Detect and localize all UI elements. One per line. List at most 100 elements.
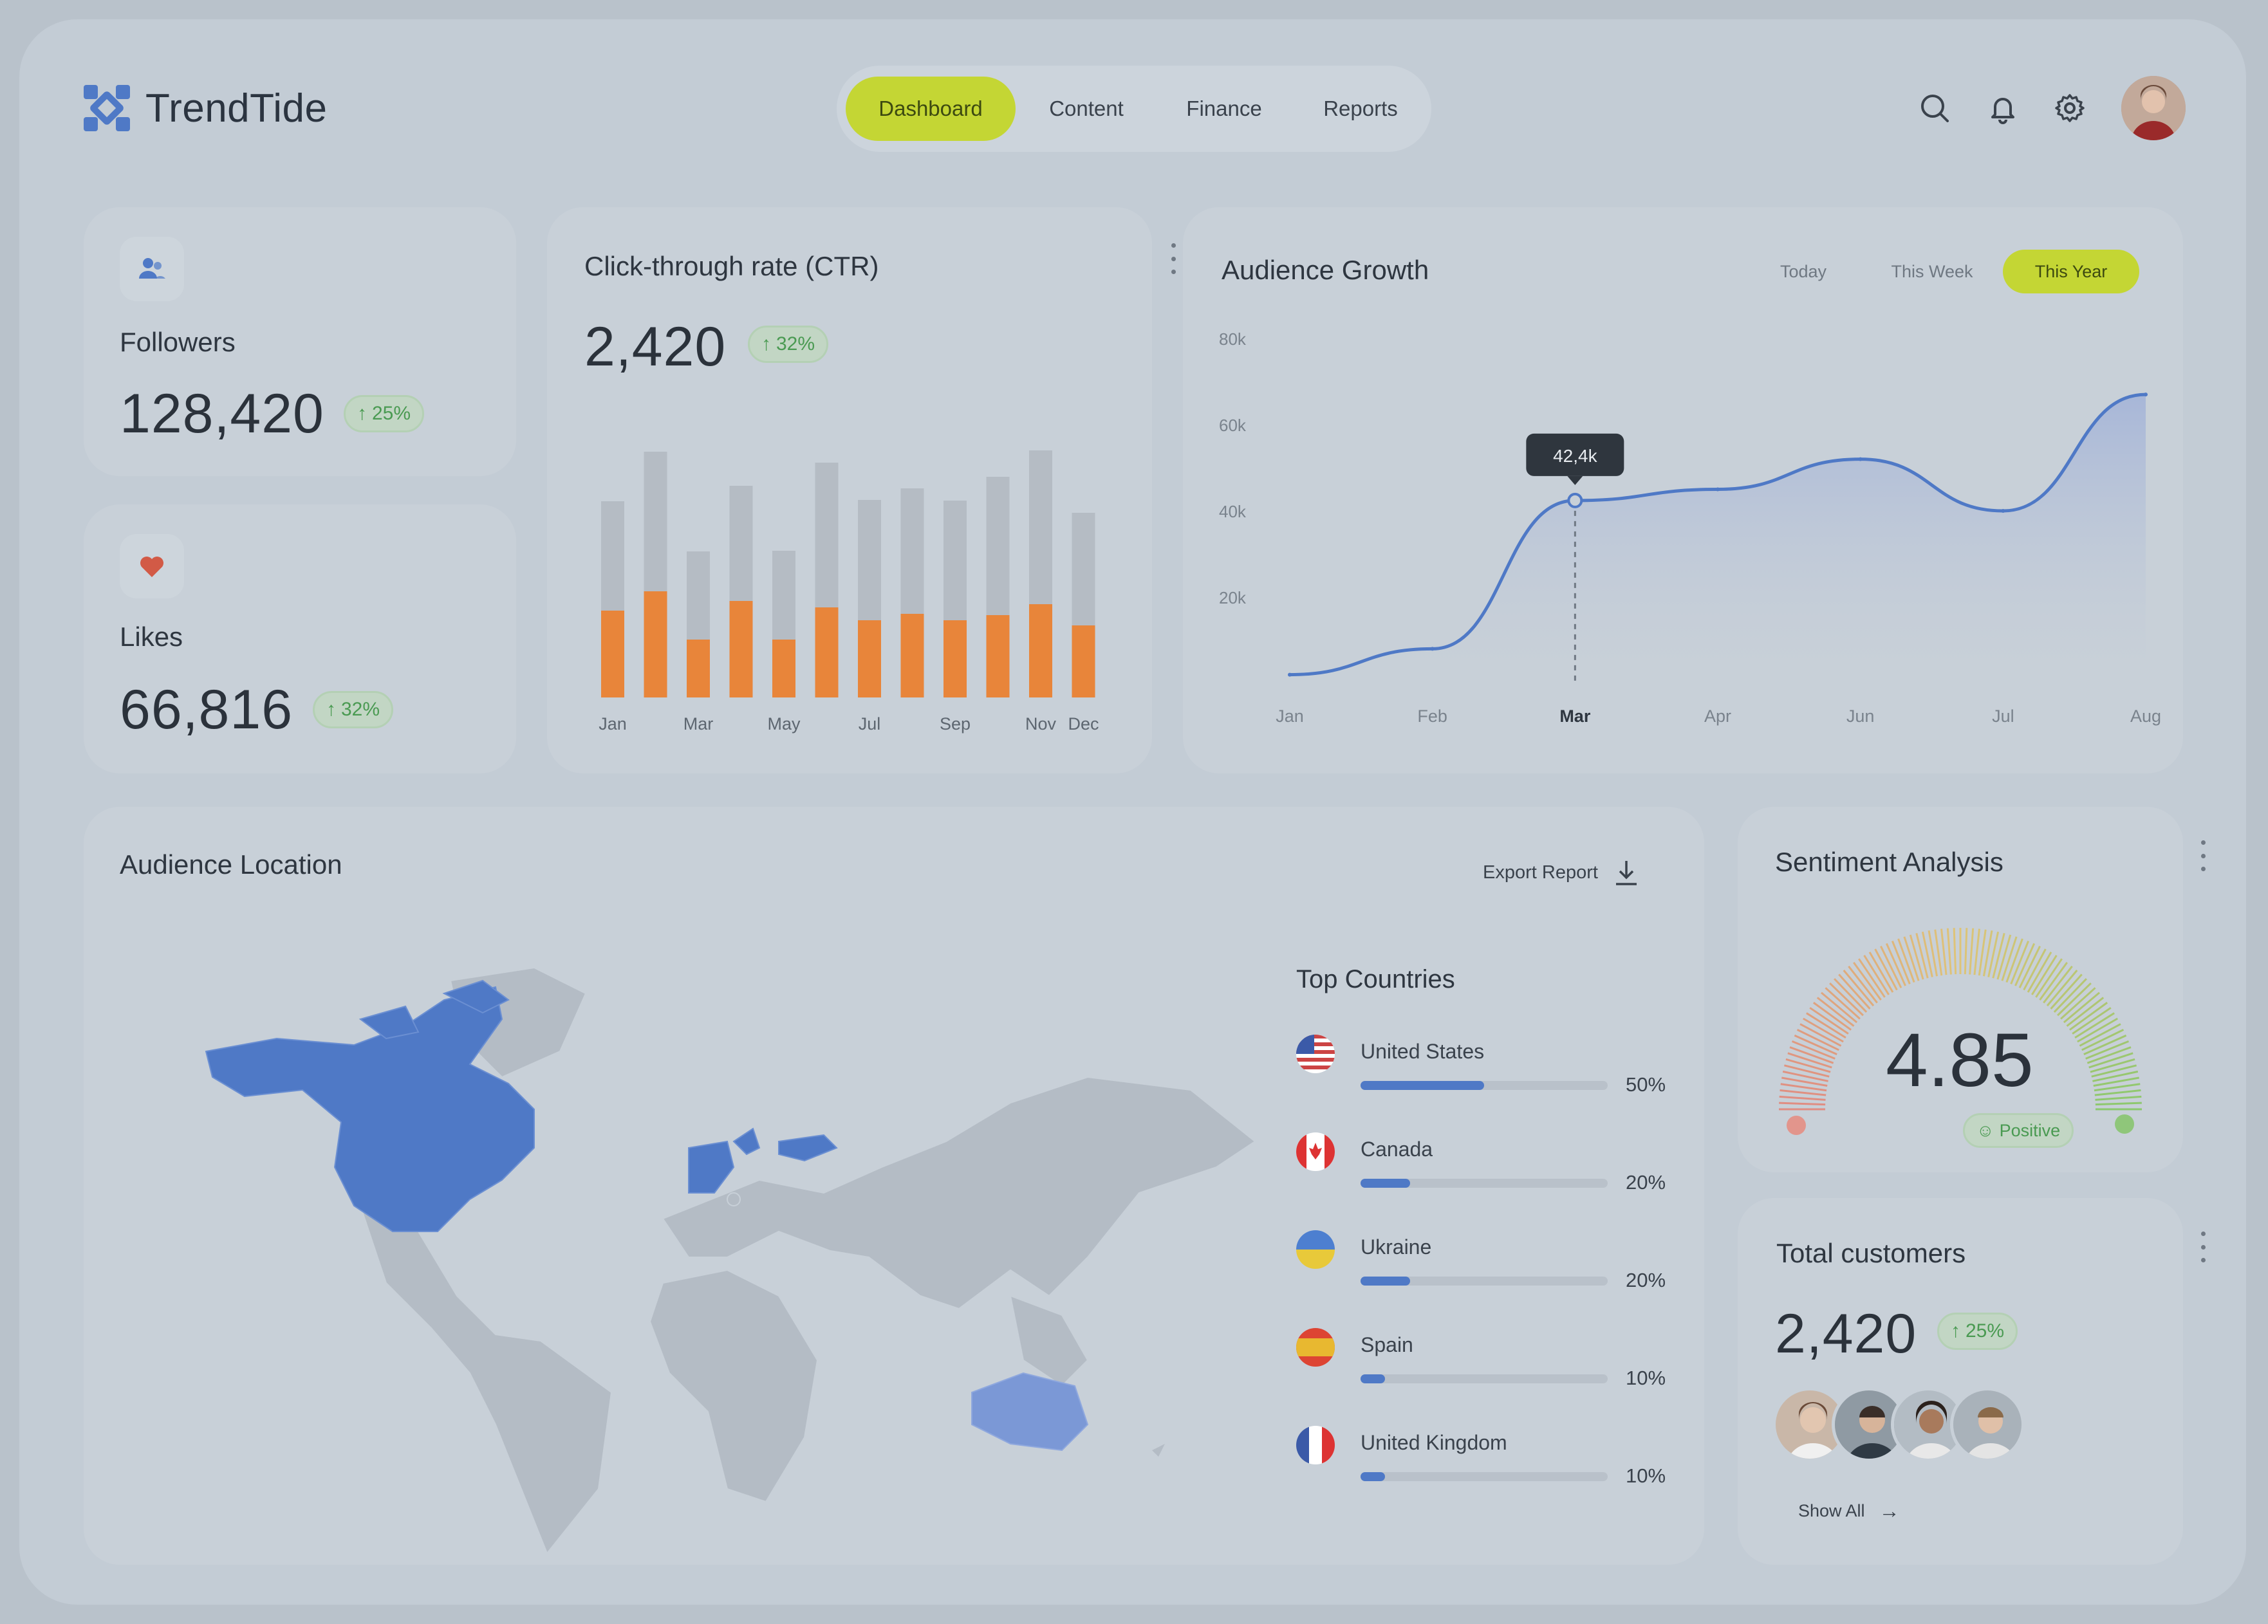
gauge-tick (1946, 928, 1952, 975)
gauge-tick (1964, 928, 1968, 975)
gauge-tick (1821, 992, 1858, 1024)
gauge-tick (1782, 1070, 1828, 1082)
show-all-link[interactable]: Show All → (1798, 1499, 1900, 1523)
gauge-tick (1982, 930, 1993, 977)
tooltip-arrow (1567, 475, 1583, 485)
x-tick-label: Feb (1417, 706, 1447, 726)
x-tick-label: Jun (1846, 706, 1875, 726)
data-point (1858, 457, 1863, 461)
gauge-tick (1789, 1046, 1834, 1064)
x-tick-label: Jul (1992, 706, 2014, 726)
gauge-tick (2023, 948, 2047, 991)
x-tick-label: Apr (1704, 706, 1731, 726)
country-row-spain: Spain 10% (1296, 1328, 1676, 1399)
gauge-tick (2001, 936, 2018, 981)
x-tick-label: Mar (1559, 706, 1591, 726)
followers-change-badge: ↑ 25% (344, 395, 425, 432)
country-name: Canada (1361, 1138, 1433, 1161)
gauge-tick (1781, 1076, 1828, 1087)
gauge-tick (1940, 928, 1947, 975)
gauge-tick (1973, 928, 1980, 975)
country-progress-track (1361, 1374, 1608, 1383)
likes-value: 66,816 (120, 679, 293, 741)
arrow-right-icon: → (1879, 1499, 1900, 1522)
logo-icon (84, 85, 130, 131)
bell-icon[interactable] (1982, 88, 2023, 129)
brand-logo[interactable]: TrendTide (81, 82, 327, 134)
sentiment-title: Sentiment Analysis (1775, 847, 2003, 877)
customers-change-badge: ↑ 25% (1937, 1313, 2018, 1350)
canada-flag-icon (1296, 1132, 1335, 1171)
ctr-more-menu[interactable] (1170, 243, 1176, 274)
audience-growth-card: Audience Growth 20k 40k 60k 80k Jan Feb Mar Apr… (1183, 207, 2183, 773)
gauge-tick (2043, 965, 2073, 1004)
bar (1072, 625, 1095, 697)
gauge-tick (1785, 1058, 1831, 1073)
country-percent: 10% (1626, 1367, 1666, 1389)
followers-value: 128,420 (120, 383, 324, 445)
audience-growth-chart: 20k 40k 60k 80k Jan Feb Mar Apr Jun Jul Aug 42,4k (1219, 329, 2161, 726)
gauge-tick (2088, 1052, 2133, 1069)
gear-icon[interactable] (2049, 88, 2090, 129)
ctr-change: 32% (776, 333, 815, 355)
spain-flag-icon (1296, 1328, 1335, 1367)
followers-card: Followers 128,420 ↑ 25% (84, 207, 516, 476)
period-tabs: Today This Week This Year (1745, 250, 2139, 293)
sentiment-more-menu[interactable] (2200, 840, 2206, 871)
gauge-tick (2079, 1023, 2121, 1047)
tooltip-box (1526, 433, 1624, 476)
ukraine-highlight (778, 1134, 838, 1162)
gauge-tick (2090, 1058, 2135, 1073)
bar (772, 640, 795, 697)
country-progress-fill (1361, 1277, 1410, 1286)
nav-dashboard[interactable]: Dashboard (846, 77, 1016, 141)
customers-more-menu[interactable] (2200, 1232, 2206, 1262)
gauge-tick (2094, 1083, 2141, 1092)
gauge-tick (1803, 1017, 1844, 1043)
ctr-bar-chart: Jan Mar May Jul Sep Nov Dec (599, 450, 1099, 734)
gauge-tick (1897, 938, 1915, 983)
y-tick-label: 60k (1219, 416, 1247, 435)
nav-content[interactable]: Content (1049, 97, 1124, 120)
followers-label: Followers (120, 327, 236, 357)
gauge-tick (2046, 970, 2078, 1007)
tab-this-year[interactable]: This Year (2003, 250, 2139, 293)
app-name: TrendTide (145, 86, 328, 131)
arrow-up-icon: ↑ (761, 333, 771, 355)
data-point (1430, 647, 1435, 651)
country-name: Ukraine (1361, 1235, 1432, 1259)
export-report-button[interactable]: Export Report (1483, 858, 1639, 887)
gauge-tick (1816, 997, 1855, 1027)
gauge-tick (2057, 983, 2092, 1017)
country-progress-track (1361, 1179, 1608, 1188)
data-point (1288, 672, 1292, 677)
eurasia-region (662, 1076, 1256, 1310)
audience-growth-title: Audience Growth (1222, 255, 1429, 285)
tab-today[interactable]: Today (1780, 261, 1827, 281)
search-icon[interactable] (1914, 88, 1955, 129)
download-icon (1615, 861, 1637, 885)
customers-change: 25% (1966, 1320, 2005, 1342)
data-point (1716, 487, 1720, 492)
tab-this-week[interactable]: This Week (1891, 261, 1973, 281)
gauge-tick (1787, 1052, 1832, 1069)
user-avatar[interactable] (2121, 76, 2186, 140)
nav-reports[interactable]: Reports (1323, 97, 1398, 120)
nav-finance[interactable]: Finance (1186, 97, 1262, 120)
gauge-tick (1858, 958, 1886, 998)
customer-avatar[interactable] (1950, 1387, 2025, 1462)
gauge-tick (1779, 1102, 1826, 1106)
country-progress-fill (1361, 1081, 1484, 1090)
users-icon (120, 237, 184, 301)
data-point (2001, 509, 2005, 513)
gauge-tick (1796, 1029, 1839, 1051)
gauge-tick (1992, 933, 2005, 979)
gauge-tick (1834, 978, 1868, 1013)
spain-highlight (688, 1140, 735, 1194)
gauge-tick (2069, 1002, 2108, 1031)
uk-highlight (732, 1127, 761, 1156)
gauge-tick (2094, 1089, 2141, 1096)
gauge-tick (1868, 952, 1894, 993)
ctr-card: Click-through rate (CTR) 2,420 ↑ 32% Jan M… (547, 207, 1176, 773)
gauge-tick (2081, 1029, 2124, 1051)
